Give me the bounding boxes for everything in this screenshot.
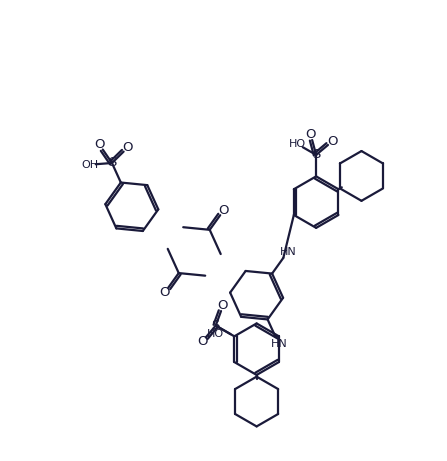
Text: S: S: [211, 319, 220, 332]
Text: O: O: [305, 128, 316, 141]
Text: O: O: [219, 204, 229, 217]
Text: HO: HO: [207, 329, 224, 339]
Text: O: O: [327, 135, 337, 148]
Text: HN: HN: [270, 339, 287, 349]
Text: O: O: [160, 286, 170, 299]
Text: O: O: [197, 335, 207, 348]
Text: S: S: [312, 148, 320, 161]
Text: S: S: [108, 156, 116, 170]
Text: HO: HO: [289, 139, 306, 149]
Text: O: O: [94, 138, 105, 151]
Text: HN: HN: [279, 247, 296, 257]
Text: O: O: [218, 299, 228, 312]
Text: OH: OH: [81, 160, 98, 170]
Text: O: O: [122, 141, 133, 154]
